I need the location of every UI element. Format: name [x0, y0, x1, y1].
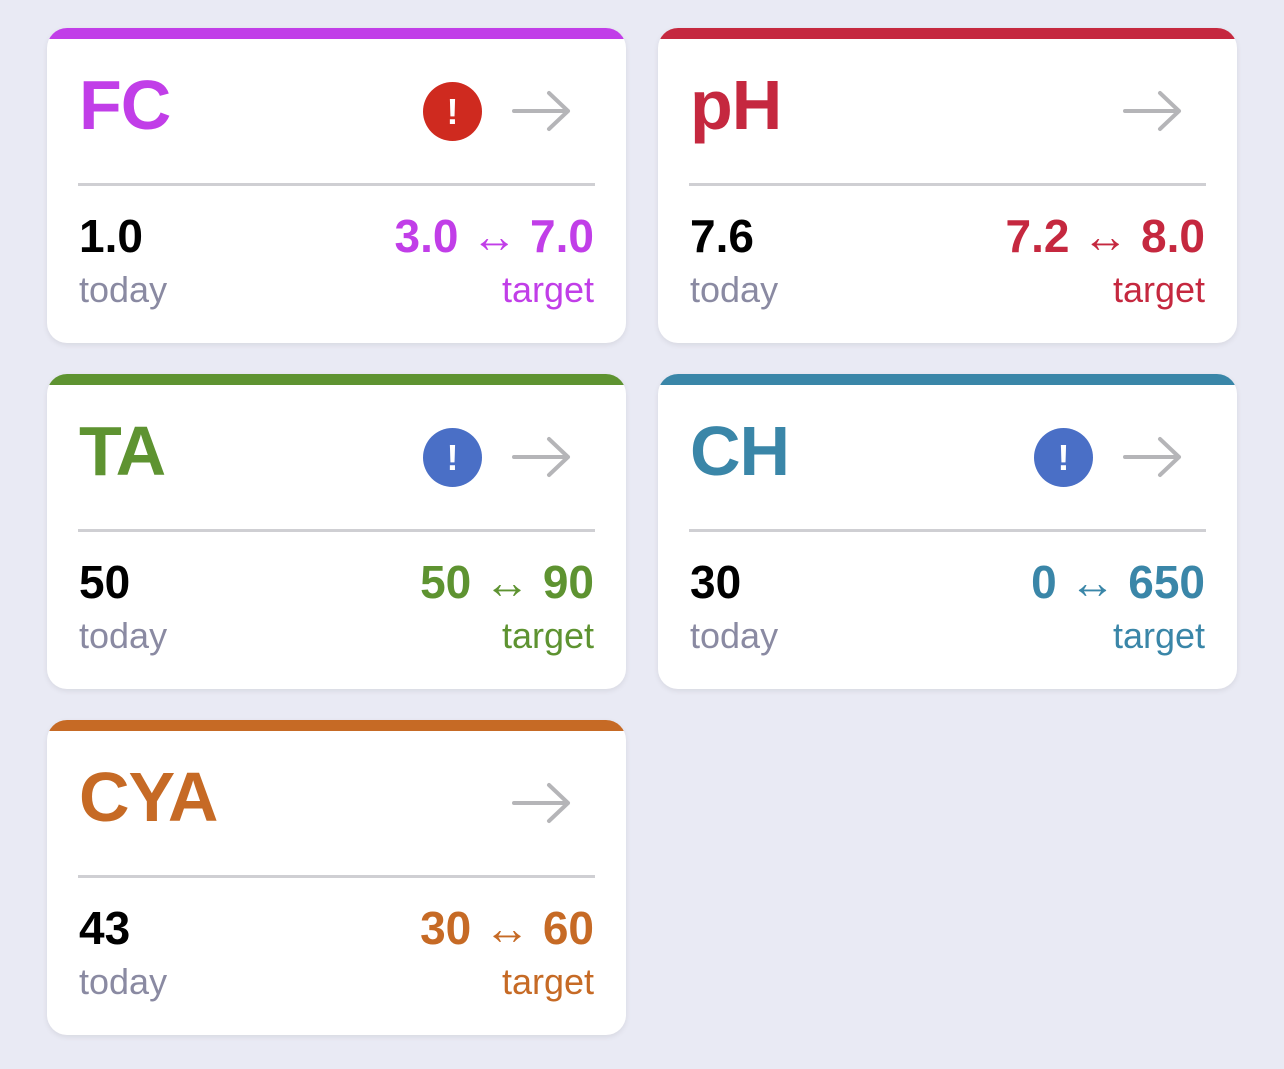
- today-label: today: [79, 961, 168, 1002]
- today-value: 50: [79, 556, 131, 608]
- card-fc[interactable]: FC ! 1.0 today 3.0 ↔ 7.0 target: [47, 28, 626, 343]
- target-label: target: [501, 615, 594, 656]
- divider: [78, 875, 595, 878]
- divider: [78, 183, 595, 186]
- arrow-right-icon[interactable]: [511, 436, 573, 478]
- target-range: 3.0 ↔ 7.0: [394, 210, 594, 262]
- divider: [689, 183, 1206, 186]
- card-color-bar: [47, 374, 626, 385]
- card-color-bar: [658, 374, 1237, 385]
- today-label: today: [79, 269, 168, 310]
- card-title: pH: [690, 66, 782, 144]
- card-title: FC: [79, 66, 171, 144]
- card-ta[interactable]: TA ! 50 today 50 ↔ 90 target: [47, 374, 626, 689]
- card-color-bar: [658, 28, 1237, 39]
- today-value: 1.0: [79, 210, 143, 262]
- arrow-right-icon[interactable]: [511, 90, 573, 132]
- today-label: today: [79, 615, 168, 656]
- target-range: 30 ↔ 60: [420, 902, 594, 954]
- card-ch[interactable]: CH ! 30 today 0 ↔ 650 target: [658, 374, 1237, 689]
- card-ph[interactable]: pH 7.6 today 7.2 ↔ 8.0 target: [658, 28, 1237, 343]
- divider: [78, 529, 595, 532]
- alert-icon[interactable]: !: [1034, 428, 1093, 487]
- card-title: CH: [690, 412, 790, 490]
- card-cya[interactable]: CYA 43 today 30 ↔ 60 target: [47, 720, 626, 1035]
- target-label: target: [501, 269, 594, 310]
- today-value: 43: [79, 902, 131, 954]
- alert-icon[interactable]: !: [423, 82, 482, 141]
- target-range: 7.2 ↔ 8.0: [1005, 210, 1205, 262]
- divider: [689, 529, 1206, 532]
- target-label: target: [1112, 615, 1205, 656]
- card-title: CYA: [79, 758, 218, 836]
- card-title: TA: [79, 412, 166, 490]
- target-range: 0 ↔ 650: [1031, 556, 1205, 608]
- today-value: 30: [690, 556, 742, 608]
- arrow-right-icon[interactable]: [1122, 436, 1184, 478]
- arrow-right-icon[interactable]: [511, 782, 573, 824]
- target-label: target: [501, 961, 594, 1002]
- card-color-bar: [47, 720, 626, 731]
- target-range: 50 ↔ 90: [420, 556, 594, 608]
- today-label: today: [690, 269, 779, 310]
- target-label: target: [1112, 269, 1205, 310]
- alert-icon[interactable]: !: [423, 428, 482, 487]
- arrow-right-icon[interactable]: [1122, 90, 1184, 132]
- today-label: today: [690, 615, 779, 656]
- today-value: 7.6: [690, 210, 754, 262]
- card-color-bar: [47, 28, 626, 39]
